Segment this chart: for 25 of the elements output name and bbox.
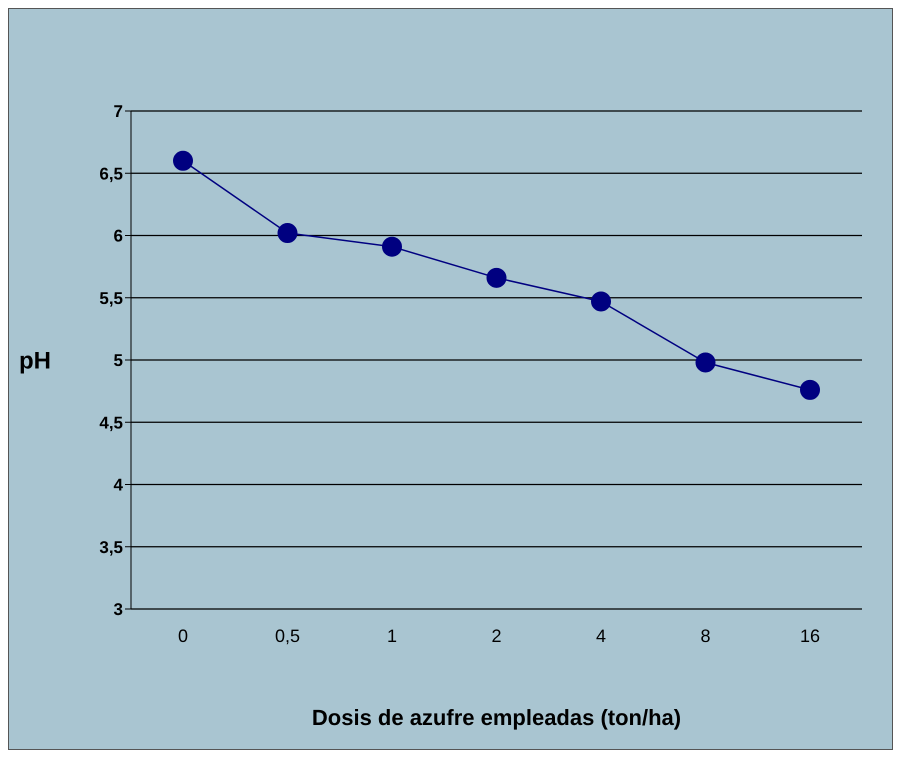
x-axis-title: Dosis de azufre empleadas (ton/ha): [312, 705, 682, 730]
x-tick-label: 8: [700, 626, 711, 646]
point: [173, 150, 193, 171]
y-tick-label: 3,5: [99, 538, 123, 557]
x-tick-label: 0: [178, 626, 188, 646]
y-tick-label: 6: [114, 226, 123, 246]
point: [591, 291, 611, 312]
point: [486, 268, 506, 288]
y-tick-label: 5: [114, 351, 123, 370]
y-tick-label: 4: [114, 476, 124, 495]
y-tick-label: 3: [114, 600, 123, 620]
y-axis-title: pH: [19, 348, 51, 375]
x-tick-label: 0,5: [274, 626, 300, 646]
point: [696, 352, 716, 372]
x-tick-label: 16: [800, 626, 820, 646]
y-tick-label: 5,5: [99, 288, 123, 308]
x-tick-label: 4: [596, 626, 606, 646]
point: [800, 380, 820, 400]
point: [278, 223, 298, 244]
point: [382, 236, 402, 257]
x-tick-label: 1: [386, 626, 398, 646]
y-tick-label: 4,5: [99, 413, 123, 432]
x-tick-label: 2: [491, 626, 502, 646]
y-tick-label: 6,5: [99, 164, 123, 184]
y-tick-label: 7: [114, 102, 123, 122]
